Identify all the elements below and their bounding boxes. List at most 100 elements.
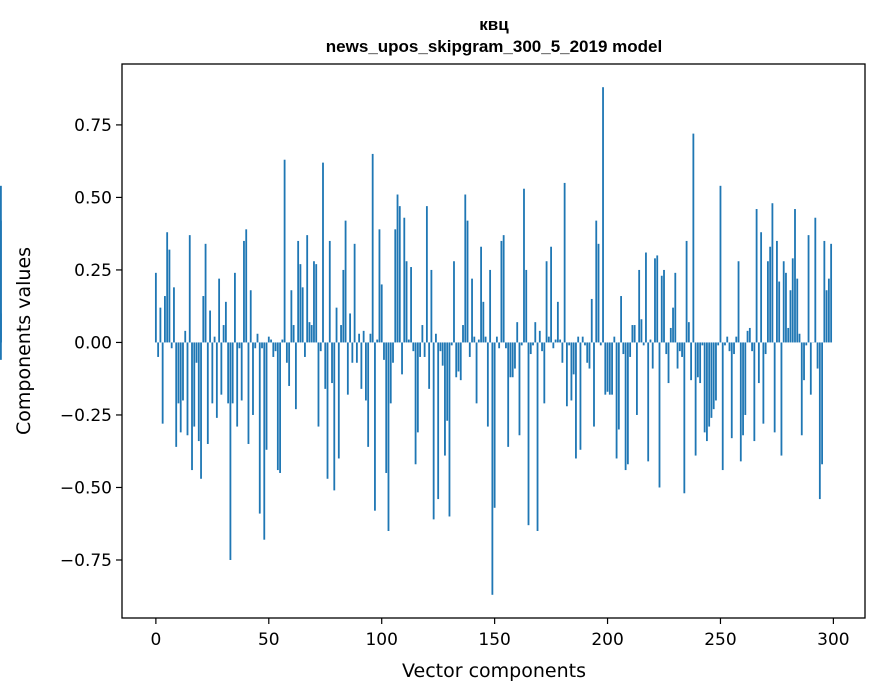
bar-213 <box>636 342 638 415</box>
bar-252 <box>724 342 726 346</box>
bar-8 <box>173 287 175 343</box>
x-tick-label: 100 <box>365 630 397 650</box>
bar-241 <box>699 342 702 384</box>
bar-266 <box>755 209 758 343</box>
bar-147 <box>486 342 489 427</box>
bar-142 <box>475 342 478 404</box>
bar-109 <box>401 342 403 375</box>
bar-12 <box>182 342 184 401</box>
bar-288 <box>805 342 808 346</box>
bar-116 <box>416 342 419 433</box>
bar-9 <box>175 342 178 447</box>
bar-135 <box>459 342 462 381</box>
bar-134 <box>457 342 460 372</box>
bar-258 <box>737 261 740 343</box>
bar-117 <box>419 342 422 357</box>
bar-247 <box>712 342 715 410</box>
bar-56 <box>281 339 284 343</box>
bar-235 <box>685 240 688 343</box>
bar-19 <box>197 342 200 442</box>
bar-170 <box>538 330 541 343</box>
bar-108 <box>398 206 401 343</box>
bar-149 <box>491 342 494 595</box>
bar-246 <box>710 342 713 418</box>
bar-205 <box>617 342 620 430</box>
bar-230 <box>674 272 677 343</box>
x-tick-label: 300 <box>817 630 849 650</box>
bar-286 <box>800 342 803 436</box>
bar-194 <box>593 342 595 427</box>
bar-180 <box>561 342 564 363</box>
bar-73 <box>319 342 322 352</box>
bars-group <box>0 87 833 595</box>
bar-45 <box>256 333 259 343</box>
bar-263 <box>748 327 751 343</box>
bar-90 <box>358 333 361 343</box>
bar-208 <box>624 342 627 471</box>
bar-63 <box>297 240 300 343</box>
bar-260 <box>742 342 744 436</box>
bar-46 <box>258 342 261 514</box>
bar-165 <box>527 342 530 526</box>
bar-42 <box>249 290 252 343</box>
bar-89 <box>355 342 358 363</box>
bar-158 <box>511 342 514 378</box>
bar-245 <box>708 342 711 427</box>
y-tick-label: 0.50 <box>74 188 112 208</box>
bar-174 <box>547 336 550 343</box>
bar-44 <box>254 342 257 349</box>
bar-151 <box>495 336 498 343</box>
bar-99 <box>378 229 381 343</box>
y-tick-label: −0.50 <box>60 478 112 498</box>
bar-215 <box>640 319 643 343</box>
bar-88 <box>353 243 356 343</box>
bar-222 <box>656 255 659 343</box>
bar-164 <box>525 269 528 343</box>
bar-6 <box>168 249 171 343</box>
bar-217 <box>645 252 647 343</box>
bar-139 <box>468 342 471 357</box>
bar-35 <box>234 272 236 343</box>
bar-244 <box>706 342 708 442</box>
bar-192 <box>588 342 591 369</box>
bar-105 <box>392 342 394 363</box>
bar-214 <box>638 269 641 343</box>
bar-20 <box>200 342 202 479</box>
bar-93 <box>365 342 367 401</box>
bar-200 <box>606 342 609 392</box>
bar-138 <box>466 220 469 343</box>
bar-7 <box>170 342 173 349</box>
bar-186 <box>575 342 577 459</box>
bar-148 <box>489 269 492 343</box>
bar-231 <box>676 342 679 369</box>
bar-52 <box>272 342 275 357</box>
bar-29 <box>220 342 223 395</box>
bar-227 <box>667 342 670 384</box>
bar-191 <box>586 342 589 363</box>
bar-28 <box>218 278 221 343</box>
bar-272 <box>769 246 772 343</box>
y-tick-label: 0.25 <box>74 261 112 281</box>
bar-297 <box>825 290 828 343</box>
bar-157 <box>509 342 512 378</box>
bar-229 <box>672 307 674 343</box>
bar-40 <box>245 229 248 343</box>
bar-16 <box>191 342 193 471</box>
bar-50 <box>267 336 270 343</box>
bar-100 <box>380 284 383 343</box>
bar-22 <box>204 243 207 343</box>
bar-59 <box>288 342 291 386</box>
bar-115 <box>414 342 417 465</box>
bar-175 <box>550 246 552 343</box>
bar-198 <box>602 87 604 343</box>
bar-43 <box>252 342 254 415</box>
bar-187 <box>577 336 580 343</box>
bar-181 <box>563 182 566 343</box>
bar-103 <box>387 342 390 531</box>
bar-15 <box>188 235 191 343</box>
bar-41 <box>247 342 250 444</box>
bar-37 <box>238 342 241 349</box>
bar-96 <box>371 153 374 343</box>
bar-255 <box>730 342 733 439</box>
bar-140 <box>471 278 473 343</box>
